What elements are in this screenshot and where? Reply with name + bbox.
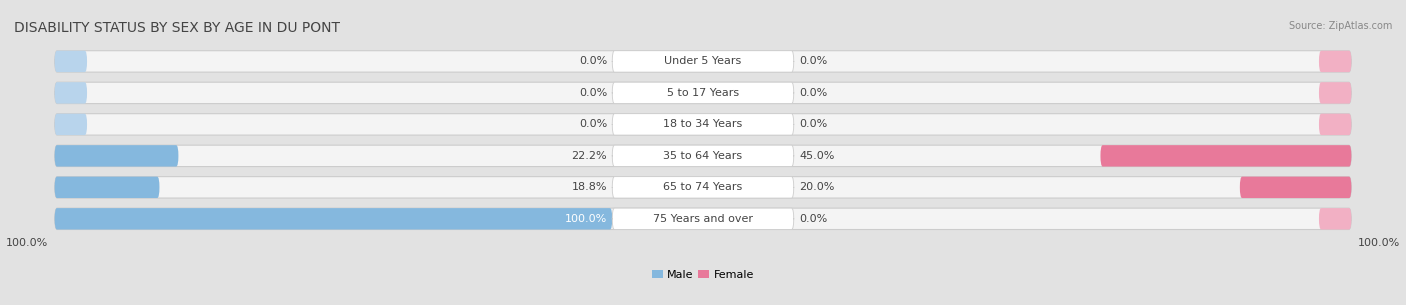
FancyBboxPatch shape — [612, 82, 794, 104]
FancyBboxPatch shape — [55, 208, 1351, 230]
FancyBboxPatch shape — [55, 208, 612, 230]
FancyBboxPatch shape — [55, 177, 1351, 198]
FancyBboxPatch shape — [1101, 145, 1351, 167]
Text: Source: ZipAtlas.com: Source: ZipAtlas.com — [1288, 21, 1392, 31]
Text: 0.0%: 0.0% — [799, 214, 827, 224]
FancyBboxPatch shape — [1319, 82, 1351, 104]
FancyBboxPatch shape — [612, 114, 794, 135]
Text: 20.0%: 20.0% — [799, 182, 834, 192]
Text: 100.0%: 100.0% — [6, 238, 48, 248]
Text: 5 to 17 Years: 5 to 17 Years — [666, 88, 740, 98]
Text: 0.0%: 0.0% — [799, 56, 827, 66]
FancyBboxPatch shape — [55, 51, 87, 72]
FancyBboxPatch shape — [55, 145, 1351, 167]
FancyBboxPatch shape — [1319, 208, 1351, 230]
Legend: Male, Female: Male, Female — [652, 270, 754, 280]
FancyBboxPatch shape — [612, 208, 794, 230]
FancyBboxPatch shape — [55, 114, 1351, 135]
FancyBboxPatch shape — [612, 51, 794, 72]
Text: 100.0%: 100.0% — [565, 214, 607, 224]
Text: 18 to 34 Years: 18 to 34 Years — [664, 119, 742, 129]
FancyBboxPatch shape — [55, 114, 87, 135]
Text: DISABILITY STATUS BY SEX BY AGE IN DU PONT: DISABILITY STATUS BY SEX BY AGE IN DU PO… — [14, 21, 340, 35]
FancyBboxPatch shape — [1319, 51, 1351, 72]
Text: 45.0%: 45.0% — [799, 151, 834, 161]
FancyBboxPatch shape — [612, 177, 794, 198]
Text: 0.0%: 0.0% — [579, 88, 607, 98]
Text: 0.0%: 0.0% — [799, 88, 827, 98]
Text: 0.0%: 0.0% — [579, 56, 607, 66]
Text: 22.2%: 22.2% — [571, 151, 607, 161]
Text: 18.8%: 18.8% — [572, 182, 607, 192]
Text: 75 Years and over: 75 Years and over — [652, 214, 754, 224]
FancyBboxPatch shape — [1240, 177, 1351, 198]
FancyBboxPatch shape — [55, 177, 159, 198]
Text: 0.0%: 0.0% — [799, 119, 827, 129]
FancyBboxPatch shape — [1319, 114, 1351, 135]
Text: 65 to 74 Years: 65 to 74 Years — [664, 182, 742, 192]
FancyBboxPatch shape — [55, 145, 179, 167]
Text: Under 5 Years: Under 5 Years — [665, 56, 741, 66]
FancyBboxPatch shape — [55, 82, 87, 104]
Text: 0.0%: 0.0% — [579, 119, 607, 129]
Text: 100.0%: 100.0% — [1358, 238, 1400, 248]
Text: 35 to 64 Years: 35 to 64 Years — [664, 151, 742, 161]
FancyBboxPatch shape — [55, 82, 1351, 104]
FancyBboxPatch shape — [612, 145, 794, 167]
FancyBboxPatch shape — [55, 51, 1351, 72]
